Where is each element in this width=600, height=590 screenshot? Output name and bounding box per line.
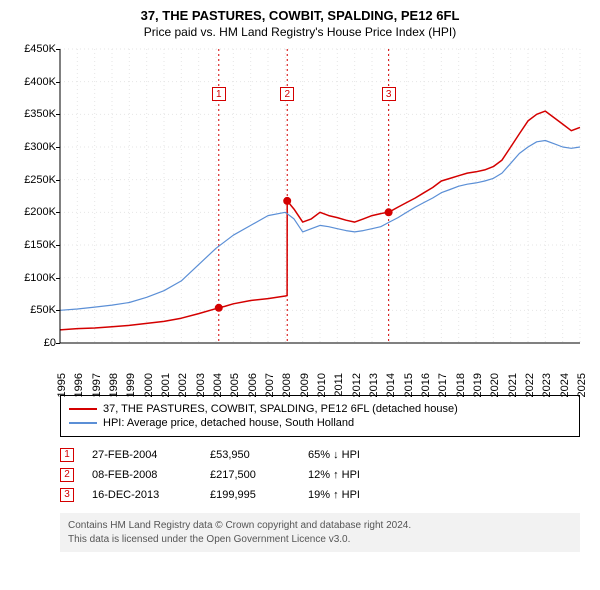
legend-item: 37, THE PASTURES, COWBIT, SPALDING, PE12… xyxy=(69,402,571,416)
plot-svg xyxy=(60,49,580,343)
x-tick: 2008 xyxy=(281,373,293,397)
y-tick: £150K xyxy=(24,239,56,251)
event-number: 1 xyxy=(60,448,74,462)
y-tick: £400K xyxy=(24,76,56,88)
x-tick: 2022 xyxy=(524,373,536,397)
event-diff: 19% ↑ HPI xyxy=(308,489,360,501)
x-tick: 1997 xyxy=(91,373,103,397)
x-tick: 2007 xyxy=(264,373,276,397)
event-date: 16-DEC-2013 xyxy=(92,489,192,501)
event-diff: 65% ↓ HPI xyxy=(308,449,360,461)
x-tick: 1998 xyxy=(108,373,120,397)
footnote: Contains HM Land Registry data © Crown c… xyxy=(60,513,580,552)
x-tick: 2020 xyxy=(489,373,501,397)
x-tick: 2025 xyxy=(576,373,588,397)
legend: 37, THE PASTURES, COWBIT, SPALDING, PE12… xyxy=(60,395,580,437)
legend-item: HPI: Average price, detached house, Sout… xyxy=(69,416,571,430)
series-property-marker xyxy=(215,304,223,312)
x-tick: 1996 xyxy=(73,373,85,397)
y-tick: £200K xyxy=(24,206,56,218)
chart-title: 37, THE PASTURES, COWBIT, SPALDING, PE12… xyxy=(12,8,588,23)
plot-area: 1 2 3 xyxy=(60,49,580,343)
series-property-marker xyxy=(283,197,291,205)
chart-subtitle: Price paid vs. HM Land Registry's House … xyxy=(12,25,588,39)
event-date: 27-FEB-2004 xyxy=(92,449,192,461)
titles: 37, THE PASTURES, COWBIT, SPALDING, PE12… xyxy=(12,8,588,39)
y-tick: £0 xyxy=(44,337,56,349)
event-row: 2 08-FEB-2008 £217,500 12% ↑ HPI xyxy=(60,465,580,485)
event-row: 3 16-DEC-2013 £199,995 19% ↑ HPI xyxy=(60,485,580,505)
x-tick: 1995 xyxy=(56,373,68,397)
event-number: 2 xyxy=(60,468,74,482)
x-tick: 2019 xyxy=(472,373,484,397)
x-tick: 2015 xyxy=(403,373,415,397)
event-marker-3: 3 xyxy=(382,87,396,101)
event-marker-2: 2 xyxy=(280,87,294,101)
page: 37, THE PASTURES, COWBIT, SPALDING, PE12… xyxy=(0,0,600,590)
event-number: 3 xyxy=(60,488,74,502)
y-tick: £50K xyxy=(30,304,56,316)
y-tick: £450K xyxy=(24,43,56,55)
event-date: 08-FEB-2008 xyxy=(92,469,192,481)
x-tick: 2001 xyxy=(160,373,172,397)
event-price: £53,950 xyxy=(210,449,290,461)
x-axis: 1995199619971998199920002001200220032004… xyxy=(60,343,580,385)
event-price: £199,995 xyxy=(210,489,290,501)
x-tick: 2021 xyxy=(507,373,519,397)
x-tick: 2009 xyxy=(299,373,311,397)
x-tick: 2000 xyxy=(143,373,155,397)
x-tick: 2004 xyxy=(212,373,224,397)
x-tick: 2006 xyxy=(247,373,259,397)
x-tick: 2014 xyxy=(385,373,397,397)
x-tick: 2002 xyxy=(177,373,189,397)
x-tick: 2024 xyxy=(559,373,571,397)
x-tick: 2017 xyxy=(437,373,449,397)
legend-label: 37, THE PASTURES, COWBIT, SPALDING, PE12… xyxy=(103,403,458,415)
x-tick: 2016 xyxy=(420,373,432,397)
x-tick: 2018 xyxy=(455,373,467,397)
y-tick: £250K xyxy=(24,174,56,186)
footnote-line-2: This data is licensed under the Open Gov… xyxy=(68,533,572,547)
x-tick: 2010 xyxy=(316,373,328,397)
event-price: £217,500 xyxy=(210,469,290,481)
x-tick: 2011 xyxy=(333,373,345,397)
x-tick: 2012 xyxy=(351,373,363,397)
y-tick: £300K xyxy=(24,141,56,153)
event-marker-1: 1 xyxy=(212,87,226,101)
legend-swatch xyxy=(69,422,97,424)
x-tick: 2005 xyxy=(229,373,241,397)
y-tick: £100K xyxy=(24,272,56,284)
event-row: 1 27-FEB-2004 £53,950 65% ↓ HPI xyxy=(60,445,580,465)
events-table: 1 27-FEB-2004 £53,950 65% ↓ HPI 2 08-FEB-2008… xyxy=(60,445,580,505)
event-diff: 12% ↑ HPI xyxy=(308,469,360,481)
chart-area: £0 £50K £100K £150K £200K £250K £300K £350K £400… xyxy=(12,45,588,385)
legend-swatch xyxy=(69,408,97,410)
x-tick: 2003 xyxy=(195,373,207,397)
x-tick: 2013 xyxy=(368,373,380,397)
y-axis: £0£50K£100K£150K£200K£250K£300K£350K£400… xyxy=(12,49,60,343)
y-tick: £350K xyxy=(24,108,56,120)
legend-label: HPI: Average price, detached house, Sout… xyxy=(103,417,354,429)
x-tick: 2023 xyxy=(541,373,553,397)
footnote-line-1: Contains HM Land Registry data © Crown c… xyxy=(68,519,572,533)
x-tick: 1999 xyxy=(125,373,137,397)
series-property-marker xyxy=(385,208,393,216)
